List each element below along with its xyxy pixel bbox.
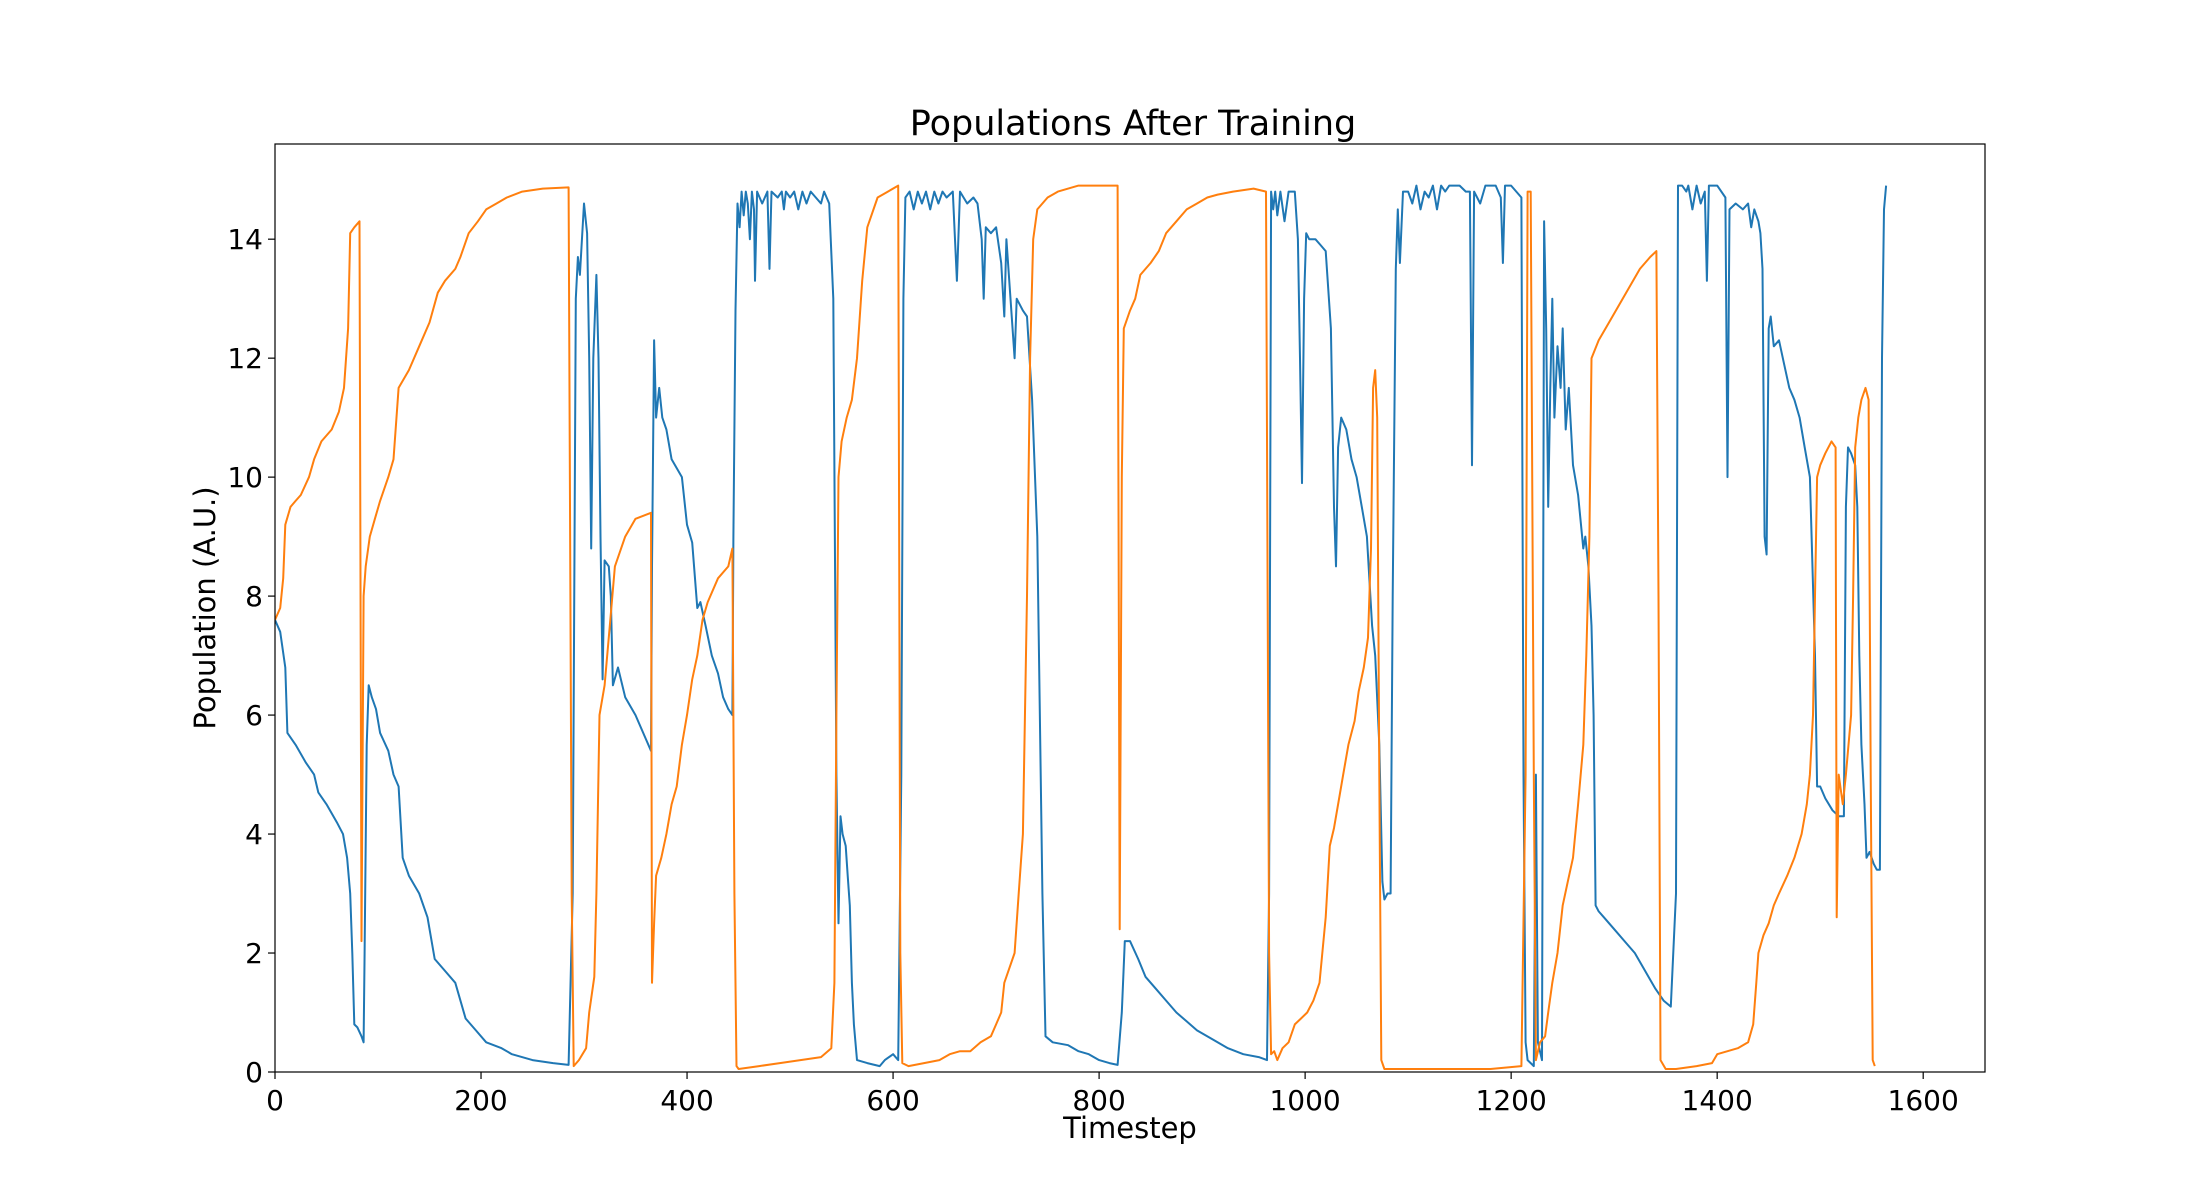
- x-tick-label: 1000: [1269, 1084, 1340, 1117]
- x-tick-label: 0: [266, 1084, 284, 1117]
- x-tick-label: 1200: [1476, 1084, 1547, 1117]
- y-tick-label: 14: [227, 223, 263, 256]
- x-axis: 0 200 400 600 800 1000 1200 1400 1600: [266, 1072, 1959, 1117]
- y-tick-label: 12: [227, 342, 263, 375]
- series-layer: [275, 184, 1888, 1070]
- y-tick-label: 4: [245, 818, 263, 851]
- y-tick-label: 8: [245, 580, 263, 613]
- plot-frame: [274, 143, 1986, 1073]
- line-series-1: [275, 184, 1888, 1068]
- chart-title: Populations After Training: [910, 104, 1357, 144]
- x-tick-label: 1600: [1888, 1084, 1959, 1117]
- x-axis-label: Timestep: [1062, 1111, 1197, 1145]
- y-tick-label: 2: [245, 937, 263, 970]
- y-tick-label: 10: [227, 461, 263, 494]
- y-tick-label: 0: [245, 1056, 263, 1089]
- x-tick-label: 400: [660, 1084, 713, 1117]
- x-tick-label: 200: [454, 1084, 507, 1117]
- x-tick-label: 800: [1072, 1084, 1125, 1117]
- x-tick-label: 600: [866, 1084, 919, 1117]
- y-axis-label: Population (A.U.): [188, 486, 222, 729]
- y-axis: 0 2 4 6 8 10 12 14: [227, 223, 275, 1089]
- line-series-2: [275, 184, 1876, 1070]
- x-tick-label: 1400: [1682, 1084, 1753, 1117]
- y-tick-label: 6: [245, 699, 263, 732]
